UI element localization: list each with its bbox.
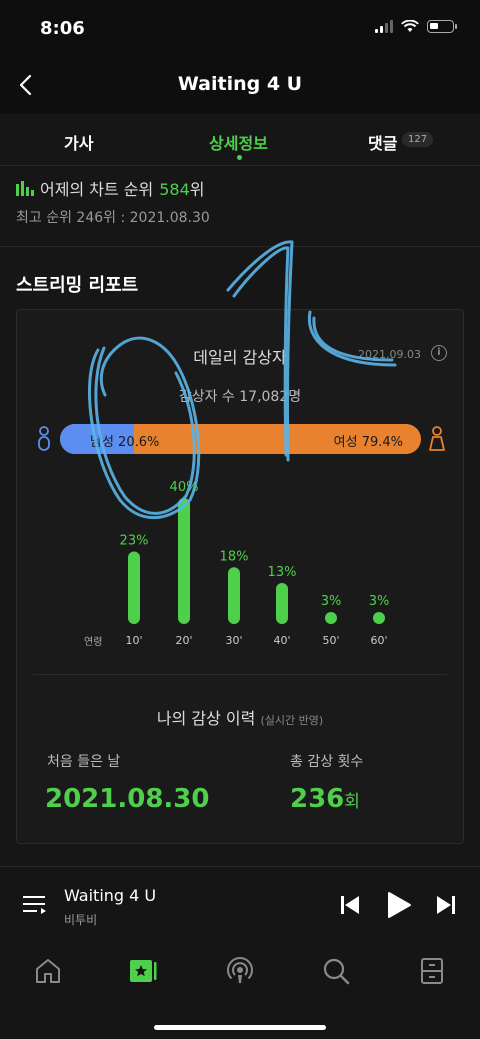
status-icons <box>375 20 457 33</box>
first-listen-date: 2021.08.30 <box>45 784 210 814</box>
next-icon[interactable] <box>436 895 456 915</box>
streaming-report-card: 데일리 감상자 2021.09.03 i 감상자 수 17,082명 남성 20… <box>16 309 464 844</box>
male-icon <box>38 426 50 451</box>
age-axis-label: 연령 <box>84 637 103 648</box>
age-percent-label: 23% <box>120 534 149 549</box>
age-percent-label: 3% <box>369 594 390 609</box>
playlist-icon[interactable] <box>22 894 48 916</box>
age-group-label: 50' <box>322 634 339 647</box>
history-note: (실시간 반영) <box>260 714 324 727</box>
age-group-label: 30' <box>225 634 242 647</box>
total-plays-number: 236 <box>290 784 345 814</box>
comment-count-badge: 127 <box>402 132 434 147</box>
home-icon[interactable] <box>33 956 63 986</box>
listener-count: 감상자 수 17,082명 <box>178 389 302 405</box>
chart-rank-number: 584 <box>159 180 190 199</box>
age-group-label: 10' <box>125 634 142 647</box>
home-indicator <box>154 1025 326 1030</box>
age-percent-label: 40% <box>170 480 199 495</box>
age-bar-40 <box>276 583 288 624</box>
signal-icon <box>375 20 393 33</box>
search-icon[interactable] <box>321 956 351 986</box>
bottom-navigation <box>0 942 480 1039</box>
page-title: Waiting 4 U <box>177 73 303 95</box>
best-rank: 최고 순위 246위 : 2021.08.30 <box>16 210 210 226</box>
chart-rank-suffix: 위 <box>189 180 205 199</box>
female-icon <box>429 426 445 451</box>
player-track-title: Waiting 4 U <box>64 886 157 905</box>
listening-history-title: 나의 감상 이력 (실시간 반영) <box>17 705 463 729</box>
age-group-label: 40' <box>273 634 290 647</box>
streaming-report-title: 스트리밍 리포트 <box>16 275 139 296</box>
tab-comments[interactable]: 댓글 <box>368 134 398 153</box>
age-percent-label: 3% <box>321 594 342 609</box>
age-group-label: 20' <box>175 634 192 647</box>
age-percent-label: 18% <box>220 549 249 564</box>
age-bar-60 <box>373 612 385 624</box>
battery-icon <box>427 20 457 33</box>
tab-lyrics[interactable]: 가사 <box>64 134 94 153</box>
female-ratio-label: 여성 79.4% <box>333 435 403 450</box>
previous-icon[interactable] <box>340 895 360 915</box>
age-percent-label: 13% <box>268 565 297 580</box>
wifi-icon <box>401 20 419 32</box>
storage-icon[interactable] <box>417 956 447 986</box>
chart-rank: 어제의 차트 순위 584위 <box>16 176 205 200</box>
divider <box>33 674 447 675</box>
total-plays-value: 236회 <box>290 784 360 814</box>
player-artist: 비투비 <box>64 913 98 927</box>
age-bar-10 <box>128 551 140 624</box>
back-icon[interactable] <box>14 72 40 98</box>
podcast-icon[interactable] <box>225 956 255 986</box>
mini-player[interactable]: Waiting 4 U 비투비 <box>0 866 480 942</box>
active-tab-indicator <box>237 155 242 160</box>
play-icon[interactable] <box>386 891 412 919</box>
age-distribution-chart: 23% 10' 40% 20' 18% 30' 13% 40' 3% 50' 3% 60' <box>120 480 390 647</box>
age-bar-20 <box>178 498 190 624</box>
divider <box>0 246 480 247</box>
status-time: 8:06 <box>40 18 85 39</box>
age-bar-30 <box>228 567 240 624</box>
status-bar: 8:06 <box>0 0 480 58</box>
library-icon[interactable] <box>128 956 158 986</box>
age-group-label: 60' <box>370 634 387 647</box>
age-bar-50 <box>325 612 337 624</box>
chart-rank-prefix: 어제의 차트 순위 <box>40 180 154 199</box>
header: Waiting 4 U <box>0 58 480 114</box>
report-date: 2021.09.03 <box>358 348 421 361</box>
tab-details[interactable]: 상세정보 <box>209 134 268 153</box>
first-listen-label: 처음 들은 날 <box>47 754 121 770</box>
info-icon[interactable]: i <box>431 345 447 361</box>
tab-bar: 가사 상세정보 댓글 127 <box>0 114 480 166</box>
total-plays-label: 총 감상 횟수 <box>290 754 364 770</box>
total-plays-unit: 회 <box>344 792 360 812</box>
chart-bars-icon <box>16 180 34 196</box>
history-title-text: 나의 감상 이력 <box>156 709 256 728</box>
gender-ratio-bar: 남성 20.6% 여성 79.4% <box>60 424 421 454</box>
male-ratio-label: 남성 20.6% <box>90 435 160 450</box>
